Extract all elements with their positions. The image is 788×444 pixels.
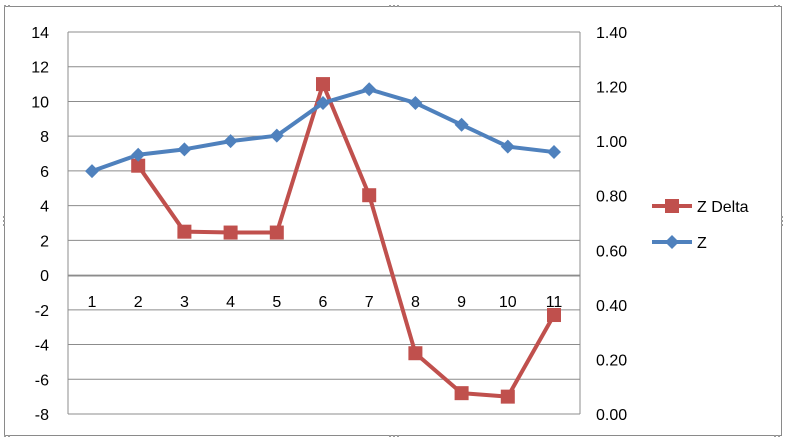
x-axis-tick-label: 3 [180,294,189,311]
data-point-z [269,128,284,143]
data-point-z [223,134,238,149]
data-point-z [85,164,99,179]
left-axis-tick-label: 2 [40,233,49,250]
data-point-z-delta [269,225,284,240]
data-point-z [362,82,377,97]
left-axis-tick-label: 8 [40,129,49,146]
right-axis-tick-label: 0.00 [596,407,627,424]
x-axis-tick-label: 6 [319,294,328,311]
x-axis-tick-label: 7 [365,294,374,311]
right-axis-tick-label: 1.40 [596,25,627,42]
left-axis-tick-label: 6 [40,164,49,181]
left-axis-tick-label: -6 [35,372,49,389]
resize-handle-right[interactable] [780,216,784,226]
series-line-z-delta [136,82,556,399]
data-point-z [454,117,469,132]
resize-handle-bottom-left[interactable] [4,434,12,438]
left-axis-tick-label: 10 [31,94,49,111]
x-axis: 1 2 3 4 5 6 7 8 9 10 11 [68,275,580,311]
data-point-z-delta [131,158,146,173]
right-axis-tick-label: 1.20 [596,80,627,97]
data-point-z-delta [500,389,515,404]
data-point-z [177,142,192,157]
left-axis-tick-label: 0 [40,268,49,285]
x-axis-tick-label: 4 [226,294,235,311]
right-axis-tick-label: 0.60 [596,243,627,260]
legend-marker-z-delta [665,199,679,213]
left-axis-tick-label: -2 [35,303,49,320]
chart-frame[interactable] [4,6,782,436]
x-axis-tick-label: 11 [546,294,563,311]
right-axis-tick-label: 0.40 [596,298,627,315]
data-point-z-delta [177,224,192,239]
right-axis-tick-label: 0.20 [596,352,627,369]
right-axis: 1.40 1.20 1.00 0.80 0.60 0.40 0.20 0.00 [579,25,627,424]
data-point-z-delta [408,346,423,361]
data-point-z [316,95,330,110]
resize-handle-top-left[interactable] [4,4,12,8]
plot-area [85,77,561,404]
right-axis-tick-label: 0.80 [596,189,627,206]
resize-handle-bottom[interactable] [389,434,399,438]
resize-handle-top-right[interactable] [774,4,782,8]
left-axis-tick-label: -8 [35,407,49,424]
data-point-z-delta [362,188,377,203]
left-axis-tick-label: 12 [31,60,49,77]
data-point-z-delta [454,386,469,401]
data-point-z [547,145,561,160]
data-point-z [131,147,146,162]
resize-handle-top[interactable] [389,4,399,8]
left-axis: 14 12 10 8 6 4 2 0 -2 -4 -6 -8 [31,25,69,424]
data-point-z-delta [223,225,238,240]
resize-handle-bottom-right[interactable] [774,434,782,438]
legend-marker-z [665,235,679,249]
resize-handle-left[interactable] [2,216,6,226]
data-point-z [408,95,423,110]
left-axis-tick-label: 14 [31,25,49,42]
left-axis-tick-label: -4 [35,338,49,355]
right-axis-tick-label: 1.00 [596,134,627,151]
x-axis-tick-label: 9 [457,294,466,311]
x-axis-tick-label: 10 [499,294,517,311]
legend-label-z: Z [697,235,707,252]
x-axis-tick-label: 2 [134,294,143,311]
legend-label-z-delta: Z Delta [697,199,749,216]
x-axis-tick-label: 1 [88,294,97,311]
data-point-z [500,139,515,154]
legend[interactable]: Z Delta Z [652,199,749,252]
x-axis-tick-label: 5 [272,294,281,311]
data-point-z-delta [547,308,561,323]
data-point-z-delta [316,77,330,92]
left-axis-tick-label: 4 [40,199,49,216]
x-axis-tick-label: 8 [411,294,420,311]
